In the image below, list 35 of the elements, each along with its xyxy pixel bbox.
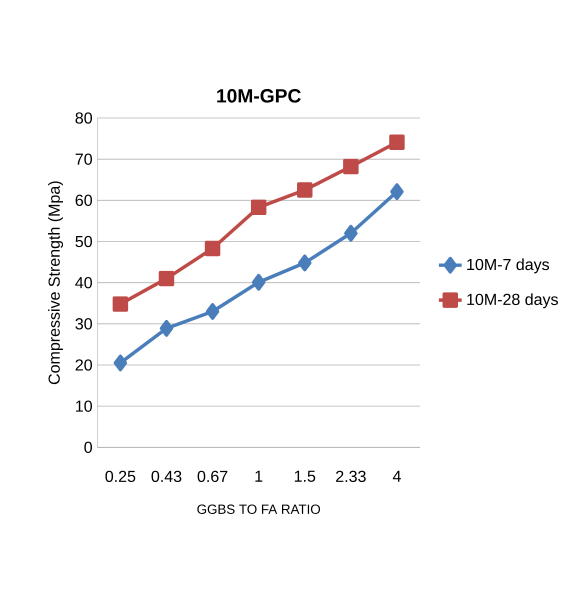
point	[298, 254, 312, 272]
chart-title: 10M-GPC	[217, 89, 301, 103]
point	[297, 182, 312, 198]
legend-label: 10M-7 days	[467, 258, 550, 274]
point	[158, 270, 174, 286]
point	[389, 134, 405, 150]
point	[252, 274, 266, 291]
y-tick-label: 0	[84, 442, 92, 453]
point	[250, 200, 266, 216]
y-tick-label: 30	[75, 318, 92, 330]
point	[206, 303, 220, 320]
point	[344, 224, 358, 242]
y-tick-label: 50	[75, 236, 92, 248]
x-tick-label: 1	[255, 470, 262, 482]
y-tick-label: 40	[75, 277, 92, 288]
y-tick-label: 10	[76, 400, 92, 412]
point	[114, 354, 128, 372]
x-tick-label: 0.25	[105, 470, 136, 482]
y-tick-label: 20	[76, 359, 92, 371]
legend-label: 10M-28 days	[467, 293, 558, 308]
point	[160, 320, 174, 337]
x-tick-label: 1.5	[294, 470, 316, 482]
x-axis-title: GGBS TO FA RATIO	[197, 504, 320, 514]
x-tick-label: 0.67	[198, 470, 228, 482]
point	[204, 240, 220, 256]
y-tick-label: 70	[76, 154, 92, 165]
point	[343, 158, 359, 174]
point	[112, 296, 128, 312]
point	[390, 183, 404, 200]
x-tick-label: 4	[392, 470, 401, 482]
x-tick-label: 0.43	[152, 470, 182, 482]
y-tick-label: 60	[76, 194, 92, 206]
y-axis-title: Compressive Strength (Mpa)	[48, 181, 64, 384]
y-tick-label: 80	[76, 112, 92, 124]
x-tick-label: 2.33	[336, 470, 366, 482]
